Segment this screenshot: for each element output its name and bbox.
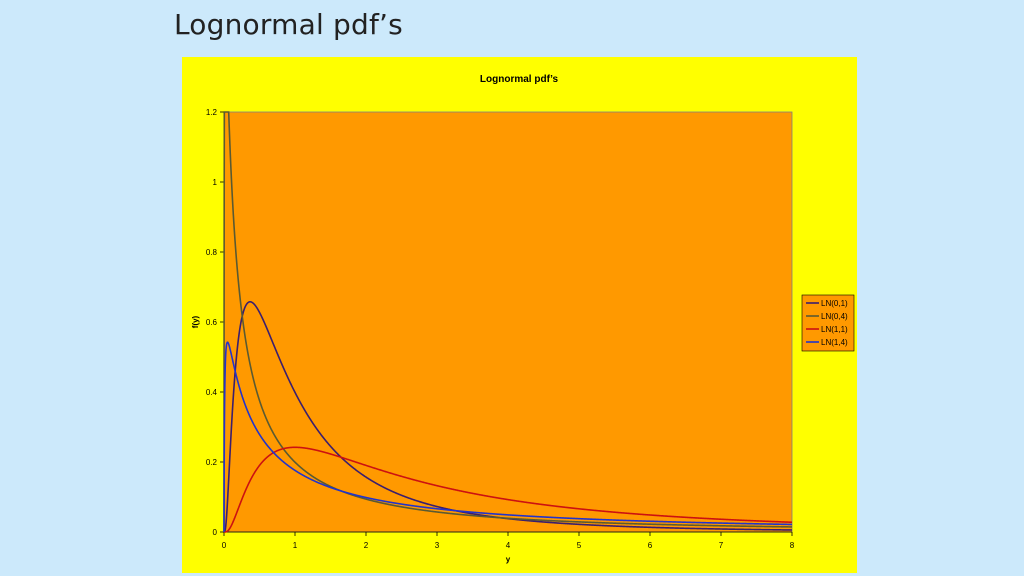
plot-area [223, 111, 793, 533]
x-axis-label: y [506, 555, 511, 564]
y-tick-label: 0.6 [206, 318, 218, 327]
lognormal-chart: Lognormal pdf’s 0 1 2 3 4 5 6 7 8 0 0.2 0.4 0.6 0.8 1 1… [191, 74, 855, 564]
x-tick-label: 6 [648, 541, 653, 550]
chart-title: Lognormal pdf’s [480, 74, 559, 85]
slide-title: Lognormal pdf’s [174, 8, 403, 41]
y-tick-label: 1 [213, 178, 218, 187]
x-tick-label: 8 [790, 541, 795, 550]
series-line-4 [223, 341, 793, 532]
chart-area: Lognormal pdf’s 0 1 2 3 4 5 6 7 8 0 0.2 0.4 0.6 0.8 1 1… [182, 57, 857, 573]
y-tick-label: 1.2 [206, 108, 218, 117]
y-axis-label: f(y) [191, 315, 200, 328]
series-line-1 [223, 300, 793, 533]
x-tick-label: 1 [293, 541, 298, 550]
legend: LN(0,1) LN(0,4) LN(1,1) LN(1,4) [801, 294, 855, 352]
legend-entry: LN(1,4) [821, 338, 848, 347]
series-line-2 [223, 111, 793, 532]
axes: 0 1 2 3 4 5 6 7 8 0 0.2 0.4 0.6 0.8 1 1.2 [206, 108, 795, 550]
x-tick-label: 7 [719, 541, 724, 550]
legend-entry: LN(0,1) [821, 299, 848, 308]
x-tick-label: 0 [222, 541, 227, 550]
legend-entry: LN(0,4) [821, 312, 848, 321]
y-tick-label: 0.2 [206, 458, 218, 467]
x-tick-label: 4 [506, 541, 511, 550]
x-tick-label: 3 [435, 541, 440, 550]
y-tick-label: 0.8 [206, 248, 218, 257]
x-tick-label: 5 [577, 541, 582, 550]
series-lines [223, 111, 793, 533]
y-tick-label: 0.4 [206, 388, 218, 397]
y-tick-label: 0 [213, 528, 218, 537]
series-line-3 [224, 446, 793, 533]
x-tick-label: 2 [364, 541, 369, 550]
legend-entry: LN(1,1) [821, 325, 848, 334]
